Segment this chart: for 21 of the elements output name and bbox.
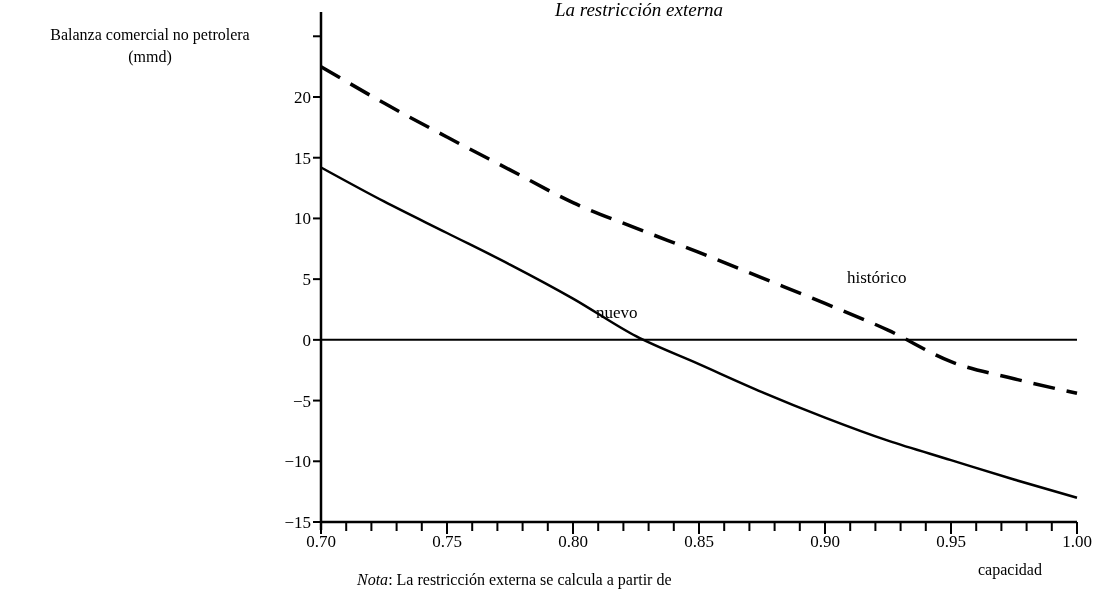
x-tick-label: 0.85 [684,532,714,551]
y-tick-label: 15 [294,148,311,168]
y-tick-label: −15 [284,512,311,532]
series-label: nuevo [596,303,638,323]
y-tick-label: 20 [294,87,311,107]
y-tick-label: 5 [302,270,311,290]
text: Nota: La restricción externa se calcula a partir de [356,571,672,589]
x-tick-label: 1.00 [1062,532,1092,551]
y-axis-title: Balanza comercial no petrolera (mmd) [50,26,250,66]
y-tick-label: −10 [284,452,311,472]
y-tick-label: 10 [294,209,311,229]
x-tick-label: 0.75 [432,532,462,551]
x-tick-label: 0.70 [306,532,336,551]
x-axis-title: capacidad [978,561,1042,579]
y-tick-label: −5 [292,391,311,411]
series-label: histórico [847,268,907,288]
x-tick-label: 0.90 [810,532,840,551]
y-tick-label: 0 [302,330,311,350]
x-tick-label: 0.80 [558,532,588,551]
chart-title: La restricción externa [553,0,724,20]
x-tick-label: 0.95 [936,532,966,551]
